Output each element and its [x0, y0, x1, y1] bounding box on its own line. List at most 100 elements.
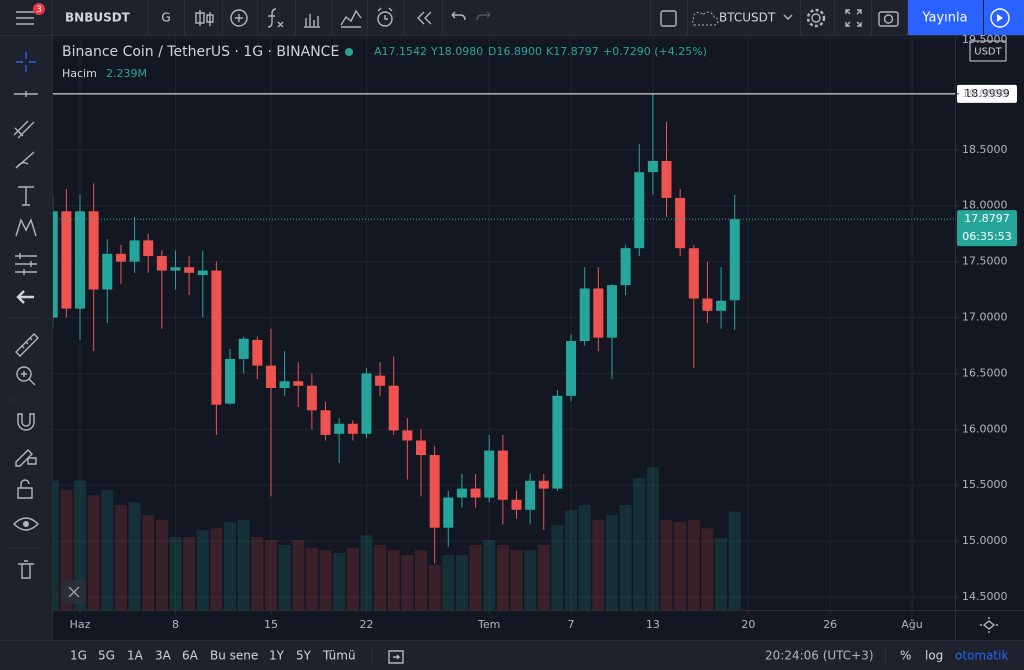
y-tick-label: 17.5000	[962, 255, 1008, 268]
layout-button[interactable]	[660, 10, 677, 27]
x-tick-label: 15	[264, 618, 278, 631]
candle-body	[620, 248, 631, 286]
settings-button[interactable]	[806, 8, 826, 28]
range-button[interactable]: 6A	[182, 649, 199, 663]
last-price-label: 17.8797	[964, 212, 1010, 225]
candle-body	[225, 358, 236, 404]
candle-body	[265, 365, 276, 388]
alert-button[interactable]	[377, 7, 393, 27]
goto-date-button[interactable]	[388, 650, 404, 664]
volume-bar	[633, 478, 646, 610]
candle-body	[115, 253, 126, 262]
y-tick-label: 16.0000	[962, 422, 1008, 435]
volume-bar	[224, 522, 237, 610]
volume-bar	[660, 519, 673, 610]
range-button[interactable]: 5Y	[296, 649, 312, 663]
candle-body	[566, 341, 577, 396]
menu-button[interactable]: 3	[16, 3, 45, 25]
replay-button[interactable]	[417, 11, 432, 25]
candle-body	[429, 455, 440, 528]
candle-body	[184, 267, 195, 273]
volume-bar	[592, 519, 605, 610]
snapshot-button[interactable]	[878, 11, 899, 27]
range-button[interactable]: 5G	[98, 649, 115, 663]
range-button[interactable]: 1Y	[269, 649, 285, 663]
candle-body	[484, 450, 495, 498]
candle-body	[279, 381, 290, 388]
back-tool[interactable]	[16, 290, 34, 304]
icon	[878, 11, 899, 27]
volume-bar	[101, 490, 114, 610]
chart-style-button[interactable]	[195, 10, 214, 26]
candle-body	[675, 197, 686, 249]
lock-tool[interactable]	[17, 479, 33, 499]
line-tool[interactable]	[14, 91, 38, 97]
x-tick-label: Ağu	[901, 618, 922, 631]
compare-symbol[interactable]: BTCUSDT	[719, 11, 776, 25]
icon	[990, 8, 1010, 28]
icon	[883, 14, 894, 24]
crosshair-tool[interactable]	[16, 52, 36, 72]
volume-bar	[401, 555, 414, 610]
magnet-tool[interactable]	[17, 413, 35, 431]
candle-body	[443, 497, 454, 528]
candle-body	[388, 385, 399, 431]
brush-tool[interactable]	[15, 151, 35, 169]
zoom-tool[interactable]	[16, 366, 36, 386]
volume-bar	[674, 522, 687, 610]
currency-box	[969, 40, 1007, 62]
candle-body	[88, 211, 99, 290]
volume-bar	[496, 545, 509, 610]
log-toggle[interactable]: log	[925, 649, 943, 663]
range-button[interactable]: 1A	[127, 649, 144, 663]
indicator-add-button[interactable]	[230, 9, 248, 27]
templates-button[interactable]	[340, 9, 362, 28]
prediction-tool[interactable]	[15, 253, 37, 275]
volume-bar	[578, 505, 591, 610]
indicators-button[interactable]	[267, 8, 284, 28]
y-tick-label: 15.0000	[962, 534, 1008, 547]
stream-button[interactable]	[984, 0, 1024, 35]
candle-body	[661, 160, 672, 198]
financials-button[interactable]	[304, 14, 320, 28]
range-button[interactable]: Tümü	[322, 649, 356, 663]
fullscreen-button[interactable]	[845, 9, 862, 27]
range-button[interactable]: 3A	[155, 649, 172, 663]
candle-body	[647, 160, 658, 173]
publish-button[interactable]	[908, 0, 983, 35]
icon	[377, 7, 393, 20]
candle-body	[347, 423, 358, 434]
lock-drawing-tool[interactable]	[15, 449, 37, 467]
range-button[interactable]: Bu sene	[210, 649, 258, 663]
top-toolbar	[0, 0, 1024, 35]
clock[interactable]: 20:24:06 (UTC+3)	[765, 649, 874, 663]
ruler-tool[interactable]	[15, 333, 39, 357]
candle-body	[61, 211, 72, 309]
publish-label[interactable]: Yayınla	[921, 11, 967, 26]
symbol[interactable]: BNBUSDT	[65, 11, 131, 25]
auto-toggle[interactable]: otomatik	[955, 649, 1008, 663]
redo-button[interactable]	[476, 11, 491, 21]
dropdown-arrow[interactable]	[783, 14, 793, 20]
text-tool[interactable]	[18, 186, 34, 206]
horizontal-line-label-box	[957, 84, 1017, 103]
candle-body	[375, 375, 386, 386]
interval[interactable]: G	[161, 11, 170, 25]
legend-title: Binance Coin / TetherUS · 1G · BINANCE	[62, 44, 339, 60]
delete-tool[interactable]	[18, 560, 34, 579]
undo-button[interactable]	[451, 11, 466, 21]
percent-toggle[interactable]: %	[900, 649, 911, 663]
fib-tool[interactable]	[13, 120, 35, 139]
visibility-tool[interactable]	[13, 517, 39, 531]
range-button[interactable]: 1G	[70, 649, 87, 663]
candle-body	[75, 211, 86, 309]
volume-bar	[605, 515, 618, 610]
pattern-tool[interactable]	[15, 218, 37, 237]
volume-bar	[537, 545, 550, 610]
volume-bar	[251, 537, 264, 610]
axis-settings-button[interactable]	[980, 617, 998, 633]
volume-bar	[687, 519, 700, 610]
volume-bar	[428, 565, 441, 610]
volume-bar	[210, 528, 223, 610]
y-tick-label: 19.5000	[962, 33, 1008, 46]
